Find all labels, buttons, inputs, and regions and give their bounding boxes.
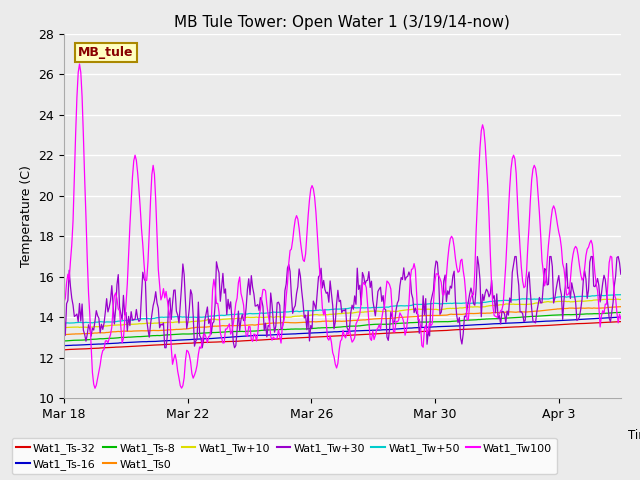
Legend: Wat1_Ts-32, Wat1_Ts-16, Wat1_Ts-8, Wat1_Ts0, Wat1_Tw+10, Wat1_Tw+30, Wat1_Tw+50,: Wat1_Ts-32, Wat1_Ts-16, Wat1_Ts-8, Wat1_… <box>12 438 557 474</box>
Y-axis label: Temperature (C): Temperature (C) <box>20 165 33 267</box>
Text: Time: Time <box>628 429 640 442</box>
Title: MB Tule Tower: Open Water 1 (3/19/14-now): MB Tule Tower: Open Water 1 (3/19/14-now… <box>175 15 510 30</box>
Text: MB_tule: MB_tule <box>78 47 133 60</box>
